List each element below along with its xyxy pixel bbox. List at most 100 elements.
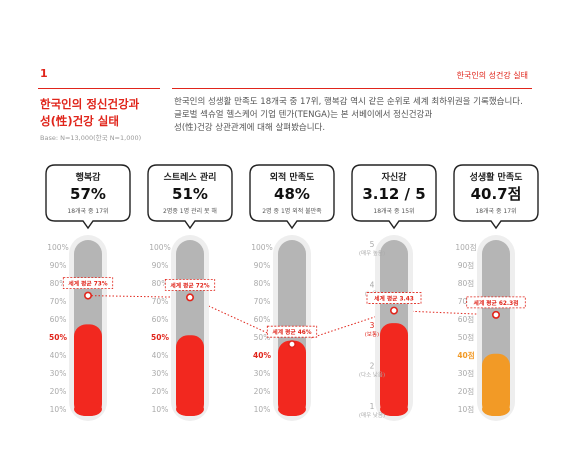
axis-tick-label: 30% [254, 369, 271, 378]
gauge-value-label: 40.7점 [471, 185, 522, 203]
axis-tick-label: 80% [152, 279, 169, 288]
gauge-title: 성생활 만족도 [470, 171, 524, 183]
axis-tick-label: 1 [370, 402, 375, 411]
gauge-fill [278, 340, 306, 416]
gauge-value-label: 3.12 / 5 [362, 185, 425, 203]
gauge-fill-base [176, 402, 204, 416]
description-line-2: 글로벌 섹슈얼 헬스케어 기업 텐가(TENGA)는 본 서베이에서 정신건강과 [174, 110, 433, 120]
world-avg-marker [186, 293, 195, 302]
gauge-fill [482, 353, 510, 416]
gauge-value-label: 48% [274, 185, 310, 203]
axis-tick-label: 20% [50, 387, 67, 396]
axis-tick-label: 90% [152, 261, 169, 270]
axis-tick-label: 60% [152, 315, 169, 324]
gauge-subtitle: 2명 중 1명 외적 불만족 [262, 207, 322, 215]
axis-tick-label: 80% [50, 279, 67, 288]
axis-tick-label: 30% [152, 369, 169, 378]
gauge-subtitle: 18개국 중 17위 [475, 207, 516, 215]
gauge-fill [74, 324, 102, 416]
axis-tick-label: 90% [254, 261, 271, 270]
axis-tick-label: 2 [370, 362, 375, 371]
axis-tick-label: 40% [152, 351, 169, 360]
callout-bubble [453, 164, 539, 230]
world-avg-label-box [466, 296, 526, 309]
gauge-value-label: 57% [70, 185, 106, 203]
world-avg-label: 세계 평균 3.43 [374, 295, 414, 303]
axis-tick-label: 50% [254, 333, 271, 342]
gauge-fill-base [74, 402, 102, 416]
gauge-value-label: 51% [172, 185, 208, 203]
axis-tick-label: 80% [254, 279, 271, 288]
world-avg-label: 세계 평균 62.3점 [473, 299, 518, 307]
axis-tick-sub: (보통) [365, 331, 379, 338]
axis-tick-label: 10% [254, 405, 271, 414]
description: 한국인의 성생활 만족도 18개국 중 17위, 행복감 역시 같은 순위로 세… [174, 96, 544, 135]
axis-tick-label: 40% [253, 351, 271, 360]
axis-tick-sub: (다소 낮음) [359, 371, 385, 379]
gauge-subtitle: 2명중 1명 관리 못 해 [163, 207, 217, 215]
world-avg-marker [287, 340, 296, 349]
axis-tick-label: 100% [47, 243, 68, 252]
axis-tick-label: 5 [370, 240, 375, 249]
axis-tick-label: 30% [50, 369, 67, 378]
axis-tick-label: 50% [49, 333, 67, 342]
divider-right [172, 88, 532, 89]
gauge-fill-base [380, 402, 408, 416]
axis-tick-label: 40점 [457, 350, 474, 360]
world-avg-marker [389, 306, 398, 315]
gauge-subtitle: 18개국 중 17위 [67, 207, 108, 215]
gauge-fill [176, 335, 204, 416]
axis-tick-sub: (매우 낮음) [359, 411, 385, 419]
world-avg-marker [491, 310, 500, 319]
divider-left [38, 88, 160, 89]
axis-tick-label: 20% [254, 387, 271, 396]
gauge-title: 자신감 [382, 171, 408, 183]
title-line-2: 성(性)건강 실태 [40, 114, 119, 128]
world-avg-label-box [62, 277, 114, 290]
callout-bubble [351, 164, 437, 230]
axis-tick-label: 70점 [458, 296, 474, 306]
axis-tick-label: 4 [370, 281, 375, 290]
world-avg-label: 세계 평균 72% [170, 281, 209, 289]
axis-tick-label: 80점 [458, 278, 474, 288]
gauge-title: 행복감 [76, 171, 102, 183]
gauge-fill-base [278, 402, 306, 416]
axis-tick-label: 60% [254, 315, 271, 324]
axis-tick-label: 20% [152, 387, 169, 396]
gauge-fill [380, 323, 408, 416]
world-avg-label-box [366, 292, 422, 304]
gauge-fill-base [482, 402, 510, 416]
axis-tick-label: 70% [254, 297, 271, 306]
section-label: 한국인의 성건강 실태 [456, 71, 528, 80]
axis-tick-label: 40% [50, 351, 67, 360]
axis-tick-label: 70% [50, 297, 67, 306]
axis-tick-label: 10% [152, 405, 169, 414]
axis-tick-label: 100점 [455, 242, 476, 252]
axis-tick-label: 10점 [458, 404, 474, 414]
axis-tick-label: 90점 [458, 260, 474, 270]
axis-tick-label: 50% [151, 333, 169, 342]
title-line-1: 한국인의 정신건강과 [40, 97, 140, 111]
gauge-subtitle: 18개국 중 15위 [373, 207, 414, 215]
callout-bubble [147, 164, 233, 230]
axis-tick-label: 60% [50, 315, 67, 324]
axis-tick-label: 70% [152, 297, 169, 306]
world-avg-label: 세계 평균 73% [68, 280, 107, 288]
axis-tick-label: 90% [50, 261, 67, 270]
axis-tick-sub: (매우 높음) [359, 249, 385, 257]
base-note: Base: N=13,000(한국 N=1,000) [40, 134, 142, 142]
description-line-3: 성(性)건강 상관관계에 대해 살펴봤습니다. [174, 123, 326, 133]
axis-tick-label: 20점 [458, 386, 474, 396]
callout-bubble [249, 164, 335, 230]
page-title: 한국인의 정신건강과 성(性)건강 실태 [40, 96, 170, 130]
axis-tick-label: 50점 [458, 332, 474, 342]
world-avg-label-box [266, 325, 318, 338]
section-number: 1 [40, 67, 48, 80]
axis-tick-label: 30점 [458, 368, 474, 378]
world-avg-marker [84, 291, 93, 300]
gauge-title: 스트레스 관리 [164, 171, 217, 183]
description-line-1: 한국인의 성생활 만족도 18개국 중 17위, 행복감 역시 같은 순위로 세… [174, 97, 523, 107]
axis-tick-label: 3 [370, 321, 375, 330]
world-avg-label: 세계 평균 46% [272, 328, 311, 336]
